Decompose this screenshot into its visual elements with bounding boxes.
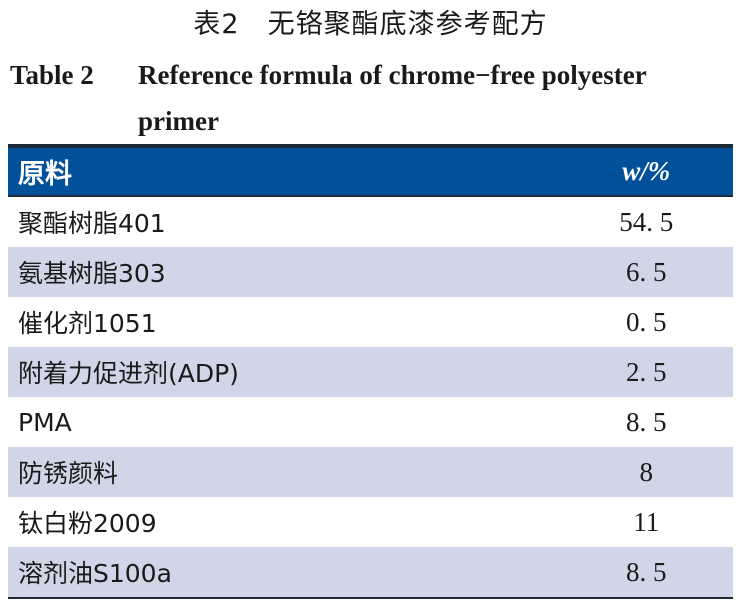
material-cell: 氨基树脂303 (8, 247, 340, 297)
header-row: 原料 w/% (8, 146, 733, 197)
weight-cell: 11 (633, 506, 660, 537)
table-row: 氨基树脂303 6. 5 (8, 247, 733, 297)
weight-cell: 54. 5 (619, 206, 674, 237)
header-weight: w/% (339, 146, 733, 197)
material-cell: 催化剂1051 (18, 309, 157, 338)
weight-cell: 0. 5 (626, 306, 667, 337)
table-row: 钛白粉2009 11 (8, 497, 733, 547)
table-row: 聚酯树脂401 54. 5 (8, 196, 733, 247)
table-label: Table 2 (10, 60, 94, 90)
weight-cell: 6. 5 (339, 247, 733, 297)
formula-table: 原料 w/% 聚酯树脂401 54. 5 氨基树脂303 6. 5 催化剂1051 0. … (8, 144, 733, 599)
table-row: 附着力促进剂(ADP) 2. 5 (8, 347, 733, 397)
material-cell: 附着力促进剂(ADP) (8, 347, 340, 397)
table-row: 溶剂油S100a 8. 5 (8, 547, 733, 598)
table-row: 防锈颜料 8 (8, 447, 733, 497)
material-cell: PMA (18, 407, 72, 437)
table-title-en: Table 2 Reference formula of chrome−free … (10, 52, 735, 144)
weight-cell: 8. 5 (626, 406, 667, 437)
weight-cell: 8. 5 (339, 547, 733, 598)
weight-cell: 8 (339, 447, 733, 497)
table-row: 催化剂1051 0. 5 (8, 297, 733, 347)
table-title-cn: 表2 无铬聚酯底漆参考配方 (193, 9, 548, 40)
material-cell: 钛白粉2009 (18, 509, 157, 538)
material-cell: 溶剂油S100a (8, 547, 340, 598)
table-row: PMA 8. 5 (8, 397, 733, 447)
weight-cell: 2. 5 (339, 347, 733, 397)
header-material: 原料 (8, 146, 340, 197)
material-cell: 聚酯树脂401 (18, 209, 166, 238)
material-cell: 防锈颜料 (8, 447, 340, 497)
table-caption: Reference formula of chrome−free polyest… (138, 60, 647, 136)
